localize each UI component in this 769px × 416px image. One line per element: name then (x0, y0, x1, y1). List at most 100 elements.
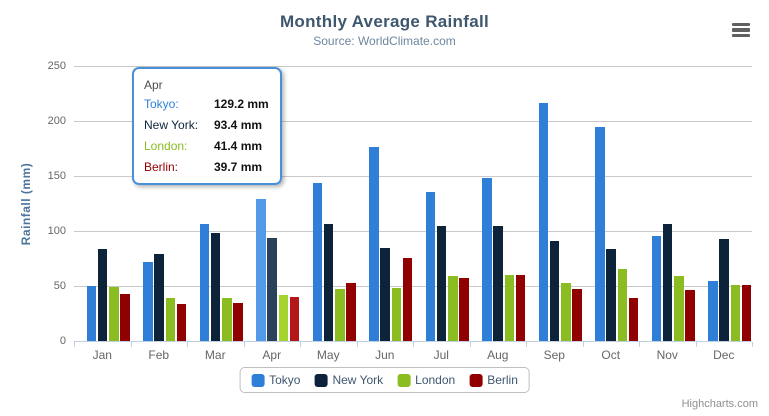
bar-tokyo[interactable] (312, 182, 323, 341)
bar-london[interactable] (335, 289, 345, 341)
bar-tokyo[interactable] (425, 191, 436, 341)
tooltip-series-value: 93.4 mm (214, 118, 263, 132)
bar-new-york[interactable] (549, 240, 560, 341)
gridline (74, 176, 752, 177)
legend-label: Tokyo (269, 373, 301, 387)
legend-swatch-icon (469, 373, 483, 387)
bar-berlin[interactable] (741, 284, 752, 341)
tooltip-row: Tokyo: 129.2 mm (144, 94, 269, 115)
tooltip-series-name: Berlin: (144, 160, 179, 174)
bar-berlin[interactable] (176, 304, 187, 341)
hamburger-icon (732, 28, 750, 32)
x-axis-tick (582, 342, 584, 347)
legend-item-tokyo[interactable]: Tokyo (251, 373, 300, 387)
x-axis-line (74, 341, 752, 342)
bar-new-york[interactable] (380, 248, 390, 341)
bar-new-york[interactable] (493, 226, 503, 341)
tooltip-series-value: 41.4 mm (214, 139, 263, 153)
x-axis-tick (300, 342, 301, 347)
x-axis-tick (130, 342, 132, 347)
bar-berlin[interactable] (233, 303, 243, 341)
x-axis-tick (356, 342, 358, 347)
export-menu-button[interactable] (731, 19, 755, 41)
bar-london[interactable] (165, 298, 176, 341)
bar-london[interactable] (730, 284, 741, 341)
tooltip-series-name: London: (144, 139, 188, 153)
bar-london[interactable] (561, 283, 571, 341)
bar-new-york[interactable] (719, 239, 729, 341)
tooltip-series-value: 39.7 mm (214, 160, 263, 174)
bar-new-york[interactable] (436, 225, 447, 341)
x-axis-label: Jun (375, 348, 395, 362)
legend-label: London (415, 373, 456, 387)
bar-london[interactable] (504, 275, 515, 341)
x-axis-tick (74, 342, 75, 347)
bar-new-york[interactable] (267, 238, 277, 341)
bar-tokyo[interactable] (708, 281, 718, 341)
bar-berlin[interactable] (685, 289, 695, 341)
bar-london[interactable] (278, 295, 289, 341)
bar-tokyo[interactable] (86, 286, 97, 341)
legend-item-new-york[interactable]: New York (314, 373, 383, 387)
legend-item-london[interactable]: London (397, 373, 455, 387)
bar-berlin[interactable] (459, 277, 469, 341)
x-axis-label: May (316, 348, 340, 362)
bar-tokyo[interactable] (143, 262, 153, 341)
bar-new-york[interactable] (606, 249, 616, 341)
y-axis-label: 0 (59, 335, 66, 347)
x-axis-tick (413, 342, 414, 347)
x-axis-tick (187, 342, 188, 347)
legend-swatch-icon (251, 373, 265, 387)
legend-label: New York (332, 373, 384, 387)
x-axis-tick (695, 342, 697, 347)
bar-berlin[interactable] (628, 297, 639, 341)
tooltip-row: Berlin: 39.7 mm (144, 157, 269, 178)
bar-london[interactable] (109, 287, 119, 341)
bar-berlin[interactable] (402, 257, 413, 341)
bar-berlin[interactable] (120, 294, 130, 341)
bar-tokyo[interactable] (595, 127, 605, 341)
x-axis-label: Feb (148, 348, 170, 362)
gridline (74, 121, 752, 122)
bar-london[interactable] (448, 276, 458, 341)
x-axis-tick (639, 342, 640, 347)
bar-tokyo[interactable] (538, 102, 549, 341)
gridline (74, 231, 752, 232)
bar-berlin[interactable] (572, 288, 582, 341)
credits-link[interactable]: Highcharts.com (681, 398, 758, 410)
legend-swatch-icon (397, 373, 411, 387)
bar-tokyo[interactable] (482, 177, 492, 341)
bar-tokyo[interactable] (369, 147, 379, 341)
bar-london[interactable] (222, 297, 232, 341)
tooltip-row: London: 41.4 mm (144, 136, 269, 157)
bar-tokyo[interactable] (256, 198, 266, 341)
bar-berlin[interactable] (515, 274, 526, 341)
tooltip-row: New York: 93.4 mm (144, 115, 269, 136)
tooltip: Apr Tokyo: 129.2 mm New York: 93.4 mm London… (132, 67, 282, 185)
bar-london[interactable] (674, 275, 684, 341)
bar-new-york[interactable] (210, 232, 221, 341)
legend-item-berlin[interactable]: Berlin (469, 373, 518, 387)
bar-tokyo[interactable] (199, 223, 210, 341)
x-axis-label: Oct (601, 348, 621, 362)
bar-london[interactable] (617, 269, 628, 341)
y-axis-label: 200 (47, 115, 66, 127)
bar-london[interactable] (391, 287, 402, 341)
bar-berlin[interactable] (346, 283, 356, 341)
x-axis-label: Nov (656, 348, 678, 362)
bar-new-york[interactable] (97, 249, 108, 341)
legend-swatch-icon (314, 373, 328, 387)
x-axis-label: Sep (543, 348, 565, 362)
bar-tokyo[interactable] (651, 235, 662, 341)
x-axis-label: Jul (433, 348, 449, 362)
bar-new-york[interactable] (662, 223, 673, 341)
bar-new-york[interactable] (323, 224, 334, 341)
hamburger-icon (732, 33, 750, 38)
bar-berlin[interactable] (289, 297, 300, 341)
y-axis-label: 250 (47, 60, 66, 72)
chart-title: Monthly Average Rainfall (279, 12, 490, 31)
y-axis-label: 150 (47, 170, 66, 182)
y-axis-label: 100 (47, 225, 66, 237)
bar-new-york[interactable] (154, 254, 164, 341)
tooltip-header: Apr (144, 78, 163, 92)
